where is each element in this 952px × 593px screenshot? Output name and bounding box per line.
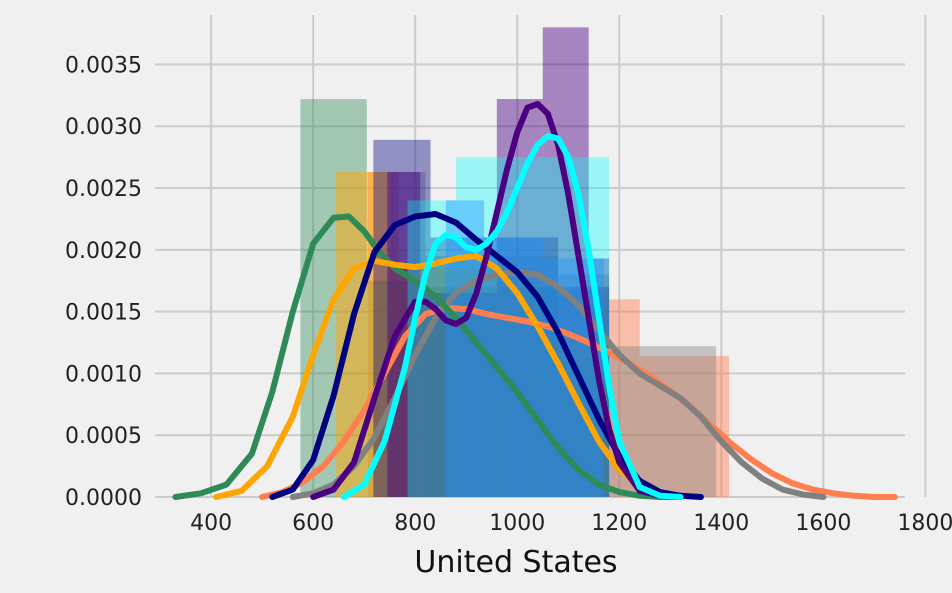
x-tick-label-6: 1600 <box>795 511 851 536</box>
x-tick-label-2: 800 <box>394 511 436 536</box>
x-tick-label-7: 1800 <box>897 511 952 536</box>
y-tick-label-2: 0.0010 <box>65 362 142 387</box>
y-tick-label-1: 0.0005 <box>65 424 142 449</box>
x-tick-label-1: 600 <box>292 511 334 536</box>
x-axis-label: United States <box>414 545 617 580</box>
x-tick-label-0: 400 <box>190 511 232 536</box>
y-tick-label-4: 0.0020 <box>65 239 142 264</box>
kde-line-1 <box>289 269 827 500</box>
x-tick-labels: 400 600 800 1000 1200 1400 1600 1800 <box>190 511 952 536</box>
x-tick-label-4: 1200 <box>591 511 647 536</box>
kde-line-5 <box>310 101 684 500</box>
y-tick-labels: 0.0000 0.0005 0.0010 0.0015 0.0020 0.0025 0.00… <box>65 53 142 511</box>
y-tick-label-6: 0.0030 <box>65 115 142 140</box>
x-tick-label-5: 1400 <box>693 511 749 536</box>
y-tick-label-0: 0.0000 <box>65 486 142 511</box>
y-tick-label-3: 0.0015 <box>65 301 142 326</box>
y-tick-label-7: 0.0035 <box>65 53 142 78</box>
kde-line-0 <box>259 304 898 500</box>
y-tick-label-5: 0.0025 <box>65 177 142 202</box>
kde-line-6 <box>340 133 684 500</box>
x-tick-label-3: 1000 <box>489 511 545 536</box>
kde-line-2 <box>172 213 684 500</box>
kde-lines <box>172 101 898 500</box>
kde-line-3 <box>213 253 684 500</box>
